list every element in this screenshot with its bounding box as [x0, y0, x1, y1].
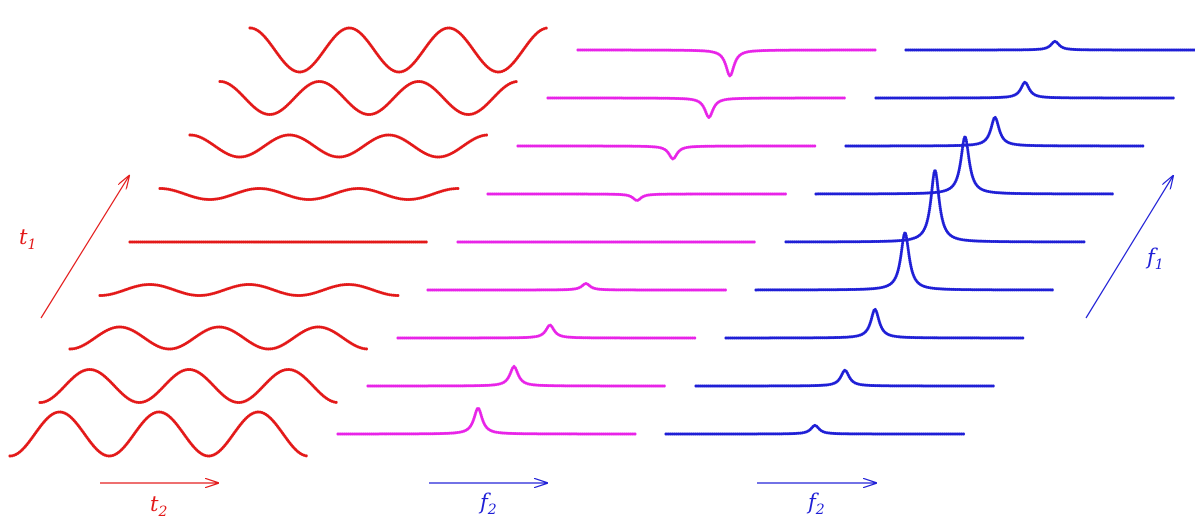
time-domain-panel: [8, 26, 550, 458]
t2-axis-label: t2: [150, 492, 167, 517]
second-fourier-trace-8: [874, 80, 1176, 100]
second-fourier-trace-5: [784, 165, 1086, 244]
first-fourier-trace-8: [546, 96, 848, 120]
first-fourier-trace-4: [426, 281, 728, 292]
second-fourier-panel: [664, 39, 1195, 436]
time-domain-trace-4: [98, 282, 400, 298]
first-fourier-trace-3: [396, 323, 698, 340]
time-domain-trace-6: [158, 186, 460, 202]
f2-axis-label-second: f2: [806, 490, 825, 517]
f1-axis-arrow: [1085, 176, 1173, 319]
time-domain-trace-3: [68, 325, 370, 351]
first-fourier-panel: [336, 48, 878, 436]
f1-axis-label: f1: [1145, 245, 1164, 273]
time-domain-trace-1: [8, 410, 310, 458]
first-fourier-trace-6: [486, 192, 788, 203]
t1-axis-label: t1: [19, 225, 36, 253]
curves-layer: [8, 26, 1195, 458]
first-fourier-trace-7: [516, 144, 818, 161]
first-fourier-trace-9: [576, 48, 878, 79]
second-fourier-trace-3: [724, 306, 1026, 340]
second-fourier-trace-1: [664, 423, 966, 436]
time-domain-trace-2: [38, 367, 340, 405]
time-domain-trace-8: [218, 79, 520, 117]
first-fourier-trace-1: [336, 405, 638, 436]
second-fourier-trace-7: [844, 114, 1146, 148]
time-domain-trace-7: [188, 133, 490, 159]
second-fourier-trace-4: [754, 228, 1056, 292]
second-fourier-trace-2: [694, 368, 996, 388]
second-fourier-trace-6: [814, 132, 1116, 196]
second-fourier-trace-9: [904, 39, 1195, 52]
f2-axis-label-first: f2: [478, 490, 497, 517]
t1-axis-arrow: [40, 176, 129, 319]
time-domain-trace-9: [248, 26, 550, 74]
first-fourier-trace-2: [366, 364, 668, 388]
